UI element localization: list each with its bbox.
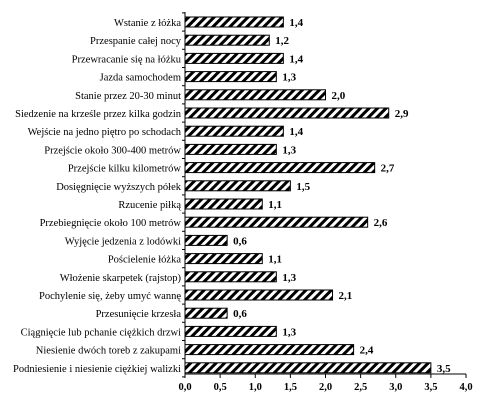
bar bbox=[184, 325, 277, 337]
x-tick-label: 3,0 bbox=[389, 382, 402, 393]
value-label: 0,6 bbox=[233, 235, 247, 247]
bars-layer: Wstanie z łóżka 1,4 Przespanie całej nocy 1… bbox=[13, 12, 451, 378]
category-label: Pochylenie się, żeby umyć wannę bbox=[39, 291, 181, 302]
category-label: Niesienie dwóch toreb z zakupami bbox=[36, 346, 181, 357]
bar bbox=[184, 271, 277, 283]
x-tick-label: 4,0 bbox=[459, 382, 472, 393]
value-label: 2,1 bbox=[339, 290, 353, 302]
category-label: Przesunięcie krzesła bbox=[96, 309, 182, 320]
bar bbox=[184, 125, 284, 137]
category-label: Siedzenie na krześle przez kilka godzin bbox=[15, 109, 182, 120]
category-label: Stanie przez 20-30 minut bbox=[75, 91, 181, 102]
category-label: Jazda samochodem bbox=[100, 73, 181, 84]
value-label: 2,7 bbox=[381, 163, 395, 175]
bar bbox=[184, 289, 334, 301]
value-label: 1,4 bbox=[289, 126, 303, 138]
x-tick-label: 0,5 bbox=[214, 382, 227, 393]
value-label: 1,1 bbox=[268, 254, 282, 266]
value-label: 1,1 bbox=[268, 199, 282, 211]
x-tick-label: 3,5 bbox=[424, 382, 437, 393]
bar bbox=[184, 89, 326, 101]
bar bbox=[184, 180, 291, 192]
category-label: Ciągnięcie lub pchanie ciężkich drzwi bbox=[21, 327, 181, 338]
bar bbox=[184, 362, 432, 374]
x-tick-label: 2,0 bbox=[319, 382, 332, 393]
value-label: 1,5 bbox=[296, 181, 310, 193]
category-label: Rzucenie piłką bbox=[118, 200, 181, 211]
x-tick-label: 2,5 bbox=[354, 382, 367, 393]
category-label: Przewracanie się na łóżku bbox=[72, 54, 182, 65]
bar bbox=[184, 71, 277, 83]
value-label: 2,0 bbox=[332, 90, 346, 102]
x-ticks-layer: 0,0 0,5 1,0 1,5 2,0 2,5 3,0 3,5 4,0 bbox=[178, 374, 473, 393]
category-label: Przespanie całej nocy bbox=[90, 36, 182, 47]
value-label: 1,4 bbox=[289, 17, 303, 29]
category-label: Przejście około 300-400 metrów bbox=[44, 145, 181, 156]
value-label: 1,3 bbox=[282, 326, 296, 338]
category-label: Wejście na jedno piętro po schodach bbox=[28, 127, 182, 138]
category-label: Przebiegnięcie około 100 metrów bbox=[40, 218, 182, 229]
x-tick-label: 1,5 bbox=[284, 382, 297, 393]
value-label: 2,9 bbox=[395, 108, 409, 120]
value-label: 2,6 bbox=[374, 217, 388, 229]
category-label: Podniesienie i niesienie ciężkiej walizk… bbox=[13, 364, 181, 375]
bar bbox=[184, 234, 228, 246]
value-label: 2,4 bbox=[360, 345, 374, 357]
value-label: 0,6 bbox=[233, 308, 247, 320]
value-label: 3,5 bbox=[437, 363, 451, 375]
value-label: 1,2 bbox=[275, 35, 289, 47]
value-label: 1,3 bbox=[282, 72, 296, 84]
category-label: Pościelenie łóżka bbox=[108, 255, 182, 266]
category-label: Włożenie skarpetek (rajstop) bbox=[60, 273, 182, 284]
bar bbox=[184, 216, 369, 228]
category-label: Przejście kilku kilometrów bbox=[68, 164, 182, 175]
x-tick-label: 1,0 bbox=[249, 382, 262, 393]
bar bbox=[184, 16, 284, 28]
bar bbox=[184, 253, 263, 265]
category-label: Wyjęcie jedzenia z lodówki bbox=[65, 236, 181, 247]
value-label: 1,4 bbox=[289, 53, 303, 65]
x-tick-label: 0,0 bbox=[178, 382, 191, 393]
bar bbox=[184, 34, 270, 46]
bar bbox=[184, 107, 390, 119]
bar bbox=[184, 198, 263, 210]
category-label: Wstanie z łóżka bbox=[114, 18, 181, 29]
bar bbox=[184, 344, 355, 356]
bar bbox=[184, 307, 228, 319]
value-label: 1,3 bbox=[282, 272, 296, 284]
bar bbox=[184, 162, 376, 174]
value-label: 1,3 bbox=[282, 144, 296, 156]
bar bbox=[184, 143, 277, 155]
category-label: Dosięgnięcie wyższych półek bbox=[56, 182, 182, 193]
bar bbox=[184, 52, 284, 64]
